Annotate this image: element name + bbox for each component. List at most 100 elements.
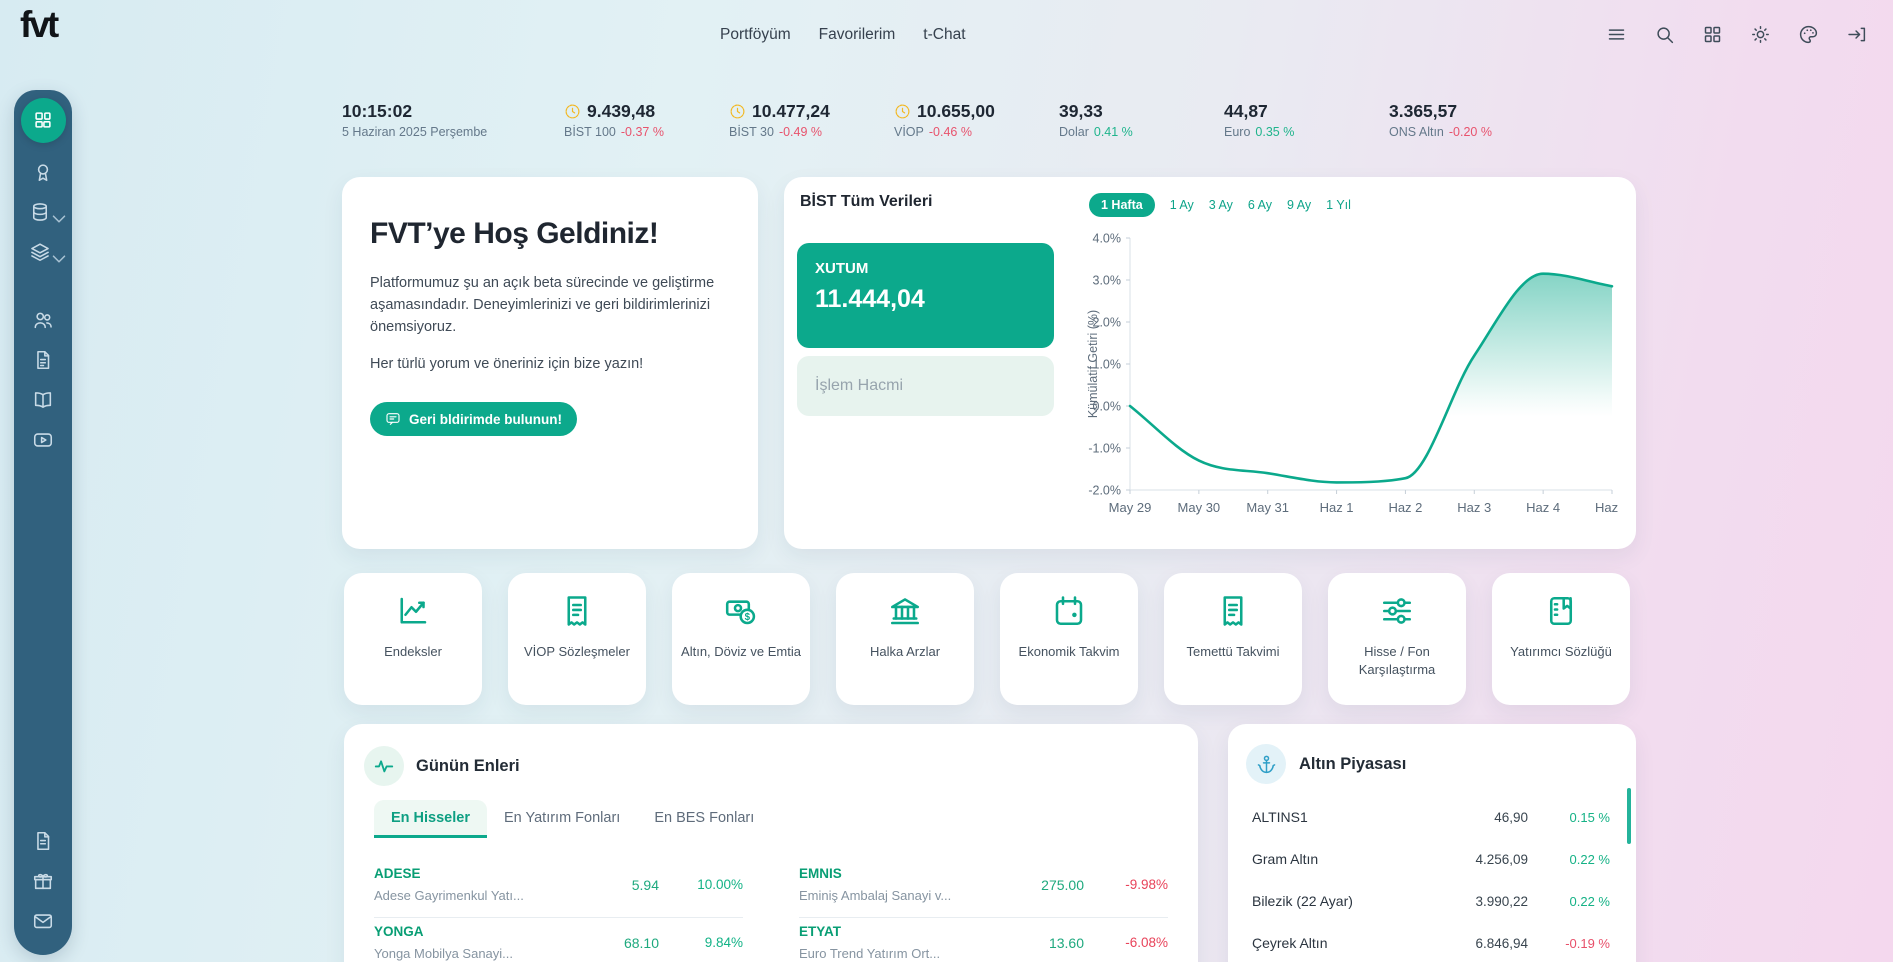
volume-label: İşlem Hacmi bbox=[815, 377, 904, 394]
stock-row-etyat[interactable]: ETYAT Euro Trend Yatırım Ort... 13.60 -6… bbox=[799, 918, 1168, 962]
tab-en-yatirim-fonlari[interactable]: En Yatırım Fonları bbox=[504, 810, 621, 826]
quicklink-halka-arzlar[interactable]: Halka Arzlar bbox=[836, 573, 974, 705]
quicklink-yatirimci-sozlugu[interactable]: Yatırımcı Sözlüğü bbox=[1492, 573, 1630, 705]
tab-en-hisseler[interactable]: En Hisseler bbox=[374, 800, 487, 838]
movers-tabs: En Hisseler En Yatırım Fonları En BES Fo… bbox=[374, 800, 1168, 838]
delayed-clock-icon bbox=[895, 104, 910, 118]
fvt-logo[interactable]: fvt bbox=[20, 4, 59, 45]
stock-symbol: EMNIS bbox=[799, 866, 842, 881]
quicklink-hisse-fon-karsilastirma[interactable]: Hisse / Fon Karşılaştırma bbox=[1328, 573, 1466, 705]
sidebar-item-dashboard[interactable] bbox=[14, 96, 72, 144]
market-ticker: 10:15:02 5 Haziran 2025 Perşembe 9.439,4… bbox=[342, 100, 1554, 139]
range-3-ay[interactable]: 3 Ay bbox=[1208, 198, 1233, 212]
range-9-ay[interactable]: 9 Ay bbox=[1287, 198, 1312, 212]
range-6-ay[interactable]: 6 Ay bbox=[1247, 198, 1273, 212]
svg-text:Kümülatif Getiri (%): Kümülatif Getiri (%) bbox=[1086, 310, 1100, 418]
ticker-item-euro[interactable]: 44,87 Euro 0.35 % bbox=[1224, 101, 1295, 139]
search-icon[interactable] bbox=[1654, 24, 1675, 45]
stock-row-yonga[interactable]: YONGA Yonga Mobilya Sanayi... 68.10 9.84… bbox=[374, 918, 743, 962]
svg-text:May 29: May 29 bbox=[1109, 500, 1152, 515]
ticker-item-viop[interactable]: 10.655,00 VİOP -0.46 % bbox=[894, 101, 995, 139]
book-bookmark-icon bbox=[1549, 596, 1573, 626]
gold-row-gram-altin[interactable]: Gram Altın 4.256,09 0.22 % bbox=[1252, 851, 1610, 867]
top-navigation: Portföyüm Favorilerim t-Chat bbox=[720, 26, 966, 44]
gold-row-bilezik[interactable]: Bilezik (22 Ayar) 3.990,22 0.22 % bbox=[1252, 893, 1610, 909]
svg-text:Haz 1: Haz 1 bbox=[1320, 500, 1354, 515]
quicklink-altin-doviz-emtia[interactable]: $ Altın, Döviz ve Emtia bbox=[672, 573, 810, 705]
sidebar-item-contact[interactable] bbox=[14, 901, 72, 941]
quicklink-temettu-takvimi[interactable]: Temettü Takvimi bbox=[1164, 573, 1302, 705]
tab-en-bes-fonlari[interactable]: En BES Fonları bbox=[654, 810, 755, 826]
sidebar-item-videos[interactable] bbox=[14, 420, 72, 460]
chat-icon bbox=[386, 413, 400, 426]
book-icon bbox=[34, 392, 52, 408]
ticker-item-bist100[interactable]: 9.439,48 BİST 100 -0.37 % bbox=[564, 101, 664, 139]
receipt-icon bbox=[1223, 596, 1243, 626]
volume-tile[interactable]: İşlem Hacmi bbox=[797, 356, 1054, 416]
bist-overview-card: BİST Tüm Verileri 1 Hafta 1 Ay 3 Ay 6 Ay… bbox=[784, 177, 1636, 549]
stock-name: Adese Gayrimenkul Yatı... bbox=[374, 888, 524, 903]
chevron-down-icon bbox=[52, 215, 66, 223]
sidebar-item-instruments[interactable] bbox=[14, 232, 72, 272]
nav-tchat[interactable]: t-Chat bbox=[923, 26, 966, 43]
sidebar-item-docs[interactable] bbox=[14, 821, 72, 861]
users-icon bbox=[34, 312, 52, 329]
ticker-clock: 10:15:02 5 Haziran 2025 Perşembe bbox=[342, 100, 564, 139]
sidebar-item-market-data[interactable] bbox=[14, 192, 72, 232]
sidebar-item-community[interactable] bbox=[14, 300, 72, 340]
range-1-hafta[interactable]: 1 Hafta bbox=[1089, 193, 1155, 217]
palette-icon[interactable] bbox=[1798, 24, 1819, 45]
movers-title: Günün Enleri bbox=[416, 756, 520, 775]
sidebar-item-rewards[interactable] bbox=[14, 861, 72, 901]
sidebar-item-awards[interactable] bbox=[14, 152, 72, 192]
login-icon[interactable] bbox=[1846, 24, 1867, 45]
stock-row-adese[interactable]: ADESE Adese Gayrimenkul Yatı... 5.94 10.… bbox=[374, 860, 743, 918]
welcome-title: FVT’ye Hoş Geldiniz! bbox=[370, 217, 659, 250]
svg-text:-2.0%: -2.0% bbox=[1088, 484, 1121, 498]
stock-change: -9.98% bbox=[1125, 877, 1168, 892]
chevron-down-icon bbox=[52, 255, 66, 263]
quicklink-ekonomik-takvim[interactable]: Ekonomik Takvim bbox=[1000, 573, 1138, 705]
ticker-change: 0.35 % bbox=[1255, 125, 1295, 139]
nav-portfolio[interactable]: Portföyüm bbox=[720, 26, 791, 43]
nav-favorites[interactable]: Favorilerim bbox=[818, 26, 896, 43]
gold-row-altins1[interactable]: ALTINS1 46,90 0.15 % bbox=[1252, 809, 1610, 825]
stock-change: -6.08% bbox=[1125, 935, 1168, 950]
theme-sun-icon[interactable] bbox=[1750, 24, 1771, 45]
stock-row-emnis[interactable]: EMNIS Eminiş Ambalaj Sanayi v... 275.00 … bbox=[799, 860, 1168, 918]
svg-text:Haz 2: Haz 2 bbox=[1388, 500, 1422, 515]
sidebar bbox=[14, 90, 72, 955]
svg-text:-1.0%: -1.0% bbox=[1088, 442, 1121, 456]
quicklink-viop-sozlesmeler[interactable]: VİOP Sözleşmeler bbox=[508, 573, 646, 705]
award-icon bbox=[37, 164, 49, 182]
ticker-date: 5 Haziran 2025 Perşembe bbox=[342, 125, 488, 139]
ticker-item-ons-altin[interactable]: 3.365,57 ONS Altın -0.20 % bbox=[1389, 101, 1492, 139]
delayed-clock-icon bbox=[565, 104, 580, 118]
daily-movers-card: Günün Enleri En Hisseler En Yatırım Fonl… bbox=[344, 724, 1198, 962]
menu-icon[interactable] bbox=[1606, 24, 1627, 45]
gold-row-ceyrek-altin[interactable]: Çeyrek Altın 6.846,94 -0.19 % bbox=[1252, 935, 1610, 951]
ticker-label: Dolar bbox=[1059, 125, 1089, 139]
stock-change: 10.00% bbox=[697, 877, 743, 892]
sidebar-item-guide[interactable] bbox=[14, 380, 72, 420]
top-right-icons bbox=[1606, 24, 1867, 45]
sidebar-item-reports[interactable] bbox=[14, 340, 72, 380]
apps-grid-icon[interactable] bbox=[1702, 24, 1723, 45]
chart-range-selector: 1 Hafta 1 Ay 3 Ay 6 Ay 9 Ay 1 Yıl bbox=[1089, 193, 1351, 217]
svg-text:May 31: May 31 bbox=[1246, 500, 1289, 515]
stock-change: 9.84% bbox=[704, 935, 743, 950]
gold-scrollbar-thumb[interactable] bbox=[1627, 788, 1631, 844]
quick-links-row: Endeksler VİOP Sözleşmeler $ Altın, Dövi… bbox=[344, 573, 1636, 705]
index-value: 11.444,04 bbox=[815, 285, 925, 313]
anchor-icon bbox=[1246, 744, 1286, 784]
ticker-item-bist30[interactable]: 10.477,24 BİST 30 -0.49 % bbox=[729, 101, 830, 139]
svg-text:Haz 3: Haz 3 bbox=[1457, 500, 1491, 515]
feedback-button[interactable]: Geri bldirimde bulunun! bbox=[370, 402, 577, 437]
range-1-ay[interactable]: 1 Ay bbox=[1169, 198, 1194, 212]
cumulative-return-chart: 4.0% 3.0% 2.0% 1.0% 0.0% -1.0% -2.0% May 29 May … bbox=[1086, 232, 1620, 516]
range-1-yil[interactable]: 1 Yıl bbox=[1326, 198, 1351, 212]
quicklink-endeksler[interactable]: Endeksler bbox=[344, 573, 482, 705]
ticker-item-dolar[interactable]: 39,33 Dolar 0.41 % bbox=[1059, 101, 1133, 139]
xutum-index-tile[interactable]: XUTUM 11.444,04 bbox=[797, 243, 1054, 348]
